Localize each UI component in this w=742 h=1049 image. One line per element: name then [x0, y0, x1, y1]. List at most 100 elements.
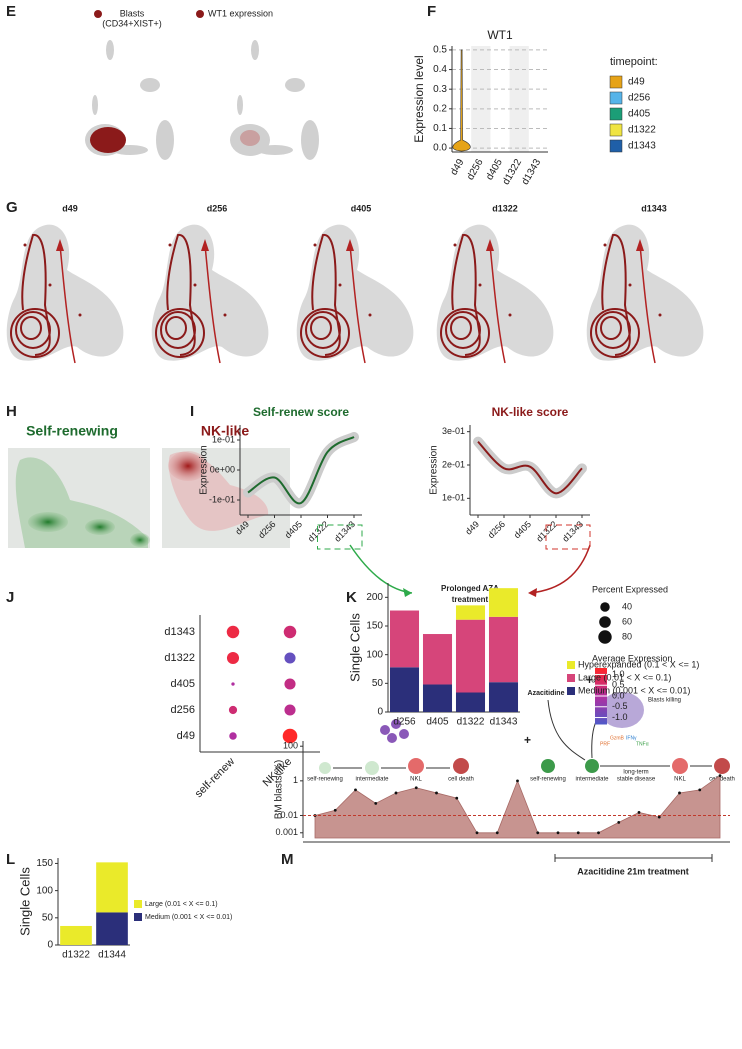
legend-label: 40 — [622, 601, 632, 611]
dot — [226, 625, 240, 639]
legend-swatch — [609, 123, 623, 137]
area — [314, 774, 721, 839]
schematic-label: NKL — [410, 777, 422, 783]
colorbar — [595, 710, 607, 713]
band-shade — [509, 46, 529, 152]
panel-label: I — [190, 403, 194, 420]
schematic-label: + — [586, 673, 593, 687]
bar-segment — [455, 692, 486, 712]
chart-title: WT1 — [487, 28, 513, 42]
y-tick-label: 0.0 — [433, 143, 447, 154]
legend-swatch — [609, 91, 623, 105]
y-tick-label: d49 — [177, 730, 195, 742]
legend-swatch — [609, 139, 623, 153]
annotation: Prolonged AZA — [441, 584, 499, 593]
point — [637, 811, 641, 814]
legend-dot — [599, 616, 611, 628]
y-tick-label: 200 — [366, 592, 383, 603]
y-tick-label: 0 — [377, 707, 383, 718]
y-tick-label: 0.001 — [275, 827, 298, 837]
schematic-label: cell death — [709, 777, 735, 783]
panel-label: H — [6, 403, 17, 420]
bar-segment — [422, 684, 453, 712]
schematic-label: intermediate — [355, 777, 389, 783]
y-tick-label: 0.4 — [433, 64, 447, 75]
y-tick-label: 150 — [366, 621, 383, 632]
colorbar — [595, 682, 607, 685]
point — [516, 779, 519, 783]
bar-segment — [422, 634, 453, 685]
bar-segment — [96, 912, 128, 945]
y-tick-label: 1e-01 — [442, 493, 465, 503]
x-tick-label: d1344 — [98, 950, 126, 961]
bar-segment — [488, 616, 519, 683]
y-tick-label: 0 — [47, 940, 53, 951]
legend-swatch — [567, 661, 575, 669]
density-title: NK-like — [201, 423, 249, 439]
density — [168, 451, 208, 481]
point — [394, 791, 398, 795]
bar-segment — [488, 588, 519, 617]
legend-swatch — [134, 913, 142, 921]
dot — [229, 732, 237, 740]
legend-swatch — [94, 10, 102, 18]
x-tick-label: d1322 — [306, 519, 331, 544]
schematic-label: + — [524, 733, 531, 747]
panel-label: G — [6, 199, 18, 216]
schematic-label: self-renewing — [530, 777, 566, 783]
legend-label: 0.0 — [612, 690, 625, 700]
y-axis-label: Expression — [429, 445, 440, 494]
panel-label: J — [6, 589, 14, 606]
dot — [282, 728, 298, 744]
colorbar — [595, 698, 607, 701]
bar-segment — [389, 610, 420, 668]
colorbar — [595, 678, 607, 681]
umap — [295, 223, 415, 364]
y-tick-label: 3e-01 — [442, 426, 465, 436]
arrow — [529, 544, 591, 594]
x-tick-label: d1343 — [560, 519, 585, 544]
legend-title: Percent Expressed — [592, 584, 668, 594]
arrow — [528, 588, 537, 597]
y-axis-label: BM blasts(%) — [274, 760, 285, 819]
colorbar — [595, 700, 607, 703]
schematic-label: intermediate — [575, 777, 609, 783]
legend-label: Medium (0.001 < X <= 0.01) — [145, 914, 232, 921]
umap-title: d405 — [351, 203, 372, 213]
point — [657, 815, 661, 819]
y-tick-label: d405 — [171, 678, 195, 690]
schematic-label: Azacitidine — [528, 690, 565, 697]
point — [495, 831, 499, 835]
legend-label: Blasts — [120, 8, 145, 18]
legend-swatch — [134, 900, 142, 908]
density — [130, 533, 150, 547]
y-tick-label: -1e-01 — [209, 494, 235, 504]
colorbar — [595, 712, 607, 715]
panel-label: F — [427, 3, 436, 20]
legend-label: 60 — [622, 616, 632, 626]
bar-segment — [389, 667, 420, 712]
legend-label: d1343 — [628, 141, 656, 152]
dot — [231, 682, 235, 686]
legend-swatch — [609, 107, 623, 121]
y-tick-label: d256 — [171, 704, 195, 716]
colorbar — [595, 704, 607, 707]
legend-label: -1.0 — [612, 712, 628, 722]
y-tick-label: 0.5 — [433, 45, 447, 56]
schematic-label: cell death — [448, 777, 474, 783]
legend-label: Large (0.01 < X <= 0.1) — [145, 901, 218, 908]
umap-title: d1322 — [492, 203, 518, 213]
x-tick-label: d1322 — [534, 519, 559, 544]
y-tick-label: 0.3 — [433, 84, 447, 95]
point — [333, 808, 337, 812]
umap-title: d1343 — [641, 203, 667, 213]
y-axis-label: Expression — [199, 445, 210, 494]
point — [597, 831, 600, 835]
colorbar — [595, 696, 607, 699]
arrow — [349, 544, 413, 594]
y-tick-label: 1 — [293, 775, 298, 785]
x-tick-label: d256 — [465, 157, 486, 182]
bar-segment — [455, 619, 486, 693]
cluster — [240, 130, 260, 146]
annotation: treatment — [452, 595, 489, 604]
